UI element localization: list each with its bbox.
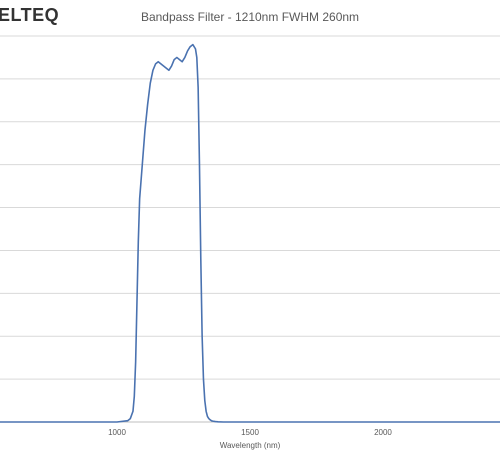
chart-title: Bandpass Filter - 1210nm FWHM 260nm <box>140 10 360 24</box>
x-axis-ticks: 1000 1500 2000 <box>108 428 392 437</box>
x-tick-label: 1500 <box>241 428 259 437</box>
gridlines <box>0 35 500 380</box>
x-tick-label: 2000 <box>374 428 392 437</box>
series-line-transmission <box>0 43 500 423</box>
x-axis-title: Wavelength (nm) <box>220 441 281 450</box>
brand-logo: ELTEQ <box>0 5 60 25</box>
x-tick-label: 1000 <box>108 428 126 437</box>
